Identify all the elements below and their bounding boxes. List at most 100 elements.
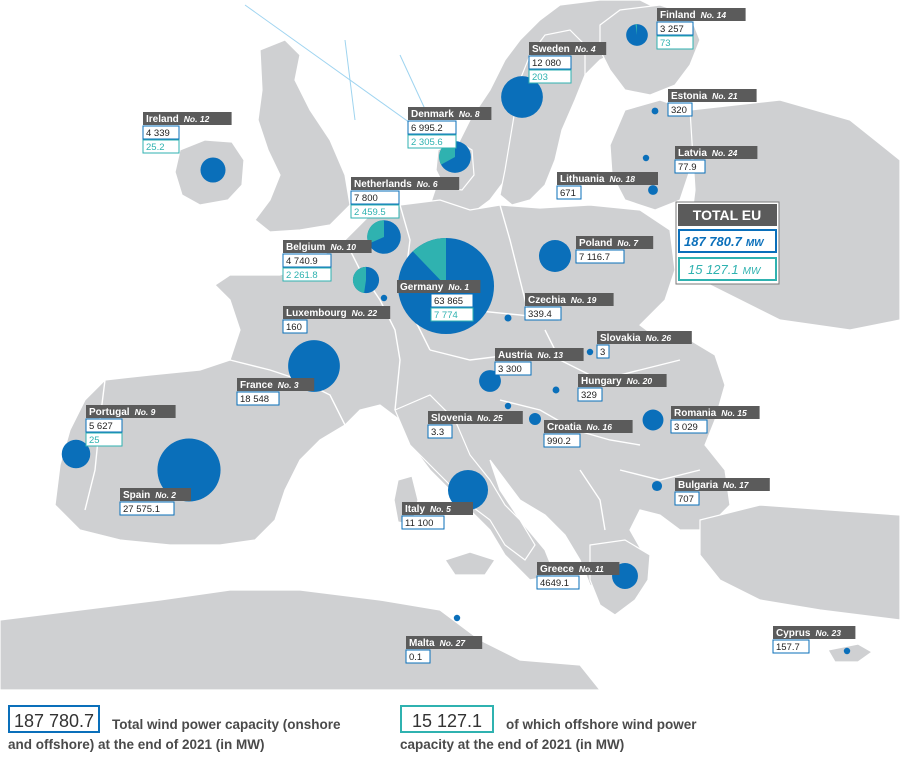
offshore-box-denmark: [407, 134, 457, 149]
total-value-germany: 63 865: [434, 296, 463, 307]
label-title-bar-latvia: [675, 146, 758, 159]
label-title-bar-hungary: [578, 374, 667, 387]
total-value-greece: 4649.1: [540, 578, 569, 589]
label-title-bar-cyprus: [773, 626, 856, 639]
label-title-bar-estonia: [668, 89, 757, 102]
total-value-hungary: 329: [581, 390, 597, 401]
pie-onshore-spain: [157, 438, 221, 502]
label-title-bar-germany: [397, 280, 481, 293]
label-title-bar-croatia: [544, 420, 633, 433]
label-title-bar-lithuania: [557, 172, 658, 185]
label-slovakia: Slovakia No. 26 3: [596, 331, 692, 359]
total-box-czechia: [524, 306, 562, 321]
total-value-slovakia: 3: [600, 347, 605, 358]
pie-onshore-lithuania: [648, 185, 658, 195]
total-eu-offshore-box: [678, 257, 777, 281]
offshore-value-belgium: 2 261.8: [286, 270, 318, 281]
label-netherlands: Netherlands No. 6 7 800 2 459.5: [350, 177, 460, 219]
pie-latvia: [642, 154, 650, 162]
offshore-box-ireland: [142, 139, 180, 154]
pie-malta: [453, 614, 461, 622]
label-slovenia: Slovenia No. 25 3.3: [427, 411, 523, 439]
total-box-ireland: [142, 125, 180, 140]
total-value-netherlands: 7 800: [354, 193, 378, 204]
label-title-bar-malta: [406, 636, 483, 649]
pie-netherlands: [367, 220, 401, 254]
pie-italy: [447, 469, 489, 511]
total-value-sweden: 12 080: [532, 58, 561, 69]
label-title-bar-netherlands: [351, 177, 460, 190]
total-value-bulgaria: 707: [678, 494, 694, 505]
pie-onshore-slovenia: [504, 402, 512, 410]
total-eu-value-box: [678, 229, 777, 253]
legend-total-line2: and offshore) at the end of 2021 (in MW): [8, 737, 265, 752]
country-name-lithuania: Lithuania No. 18: [560, 174, 635, 185]
label-title-bar-italy: [402, 502, 473, 515]
label-france: France No. 3 18 548: [236, 378, 315, 406]
total-box-lithuania: [556, 185, 582, 200]
total-box-estonia: [667, 102, 693, 117]
total-box-slovakia: [596, 344, 610, 359]
country-name-cyprus: Cyprus No. 23: [776, 628, 841, 639]
label-hungary: Hungary No. 20 329: [577, 374, 667, 402]
total-box-poland: [575, 249, 625, 264]
country-name-netherlands: Netherlands No. 6: [354, 179, 438, 190]
label-bulgaria: Bulgaria No. 17 707: [674, 478, 770, 506]
pie-onshore-bulgaria: [651, 480, 663, 492]
label-title-bar-czechia: [525, 293, 614, 306]
total-value-romania: 3 029: [674, 422, 698, 433]
total-value-poland: 7 116.7: [579, 252, 610, 263]
pie-hungary: [552, 386, 560, 394]
total-value-croatia: 990.2: [547, 436, 571, 447]
pie-onshore-portugal: [61, 439, 91, 469]
total-box-netherlands: [350, 190, 400, 205]
label-sweden: Sweden No. 4 12 080 203: [528, 42, 607, 84]
pie-offshore-finland: [635, 24, 637, 35]
pie-onshore-estonia: [651, 107, 659, 115]
pie-offshore-netherlands: [367, 220, 384, 244]
offshore-value-germany: 7 774: [434, 310, 458, 321]
total-value-luxembourg: 160: [286, 322, 302, 333]
pie-onshore-slovakia: [586, 348, 594, 356]
label-title-bar-austria: [495, 348, 584, 361]
country-name-italy: Italy No. 5: [405, 504, 451, 515]
pie-cyprus: [843, 647, 851, 655]
total-box-denmark: [407, 120, 457, 135]
total-box-bulgaria: [674, 491, 700, 506]
label-belgium: Belgium No. 10 4 740.9 2 261.8: [282, 240, 372, 282]
country-name-bulgaria: Bulgaria No. 17: [678, 480, 750, 491]
land-turkey: [699, 504, 900, 621]
country-name-estonia: Estonia No. 21: [671, 91, 738, 102]
total-box-france: [236, 391, 280, 406]
total-box-finland: [656, 21, 694, 36]
label-title-bar-finland: [657, 8, 746, 21]
offshore-value-ireland: 25.2: [146, 142, 165, 153]
legend-total-text-2: and offshore) at the end of 2021 (in MW): [8, 735, 265, 755]
total-value-france: 18 548: [240, 394, 269, 405]
total-eu-panel: TOTAL EU 187 780.7 MW 15 127.1 MW: [675, 201, 780, 285]
country-name-latvia: Latvia No. 24: [678, 148, 738, 159]
legend-offshore-text-2: capacity at the end of 2021 (in MW): [400, 735, 624, 755]
country-name-romania: Romania No. 15: [674, 408, 747, 419]
label-title-bar-greece: [537, 562, 620, 575]
label-title-bar-france: [237, 378, 315, 391]
label-title-bar-denmark: [408, 107, 492, 120]
total-box-spain: [119, 501, 175, 516]
land-britain: [254, 39, 351, 233]
pie-croatia: [529, 413, 541, 425]
land-north-africa: [0, 589, 602, 691]
label-croatia: Croatia No. 16 990.2: [543, 420, 633, 448]
land-continent: [54, 199, 731, 601]
total-box-greece: [536, 575, 580, 590]
pie-spain: [157, 438, 221, 502]
label-poland: Poland No. 7 7 116.7: [575, 236, 654, 264]
total-box-sweden: [528, 55, 572, 70]
legend-total-text: Total wind power capacity (onshore: [112, 715, 341, 735]
legend-offshore-text: of which offshore wind power: [506, 715, 697, 735]
label-title-bar-romania: [671, 406, 760, 419]
pie-onshore-czechia: [504, 314, 512, 322]
total-value-spain: 27 575.1: [123, 504, 160, 515]
pie-bulgaria: [651, 480, 663, 492]
land-sicily: [444, 551, 496, 576]
